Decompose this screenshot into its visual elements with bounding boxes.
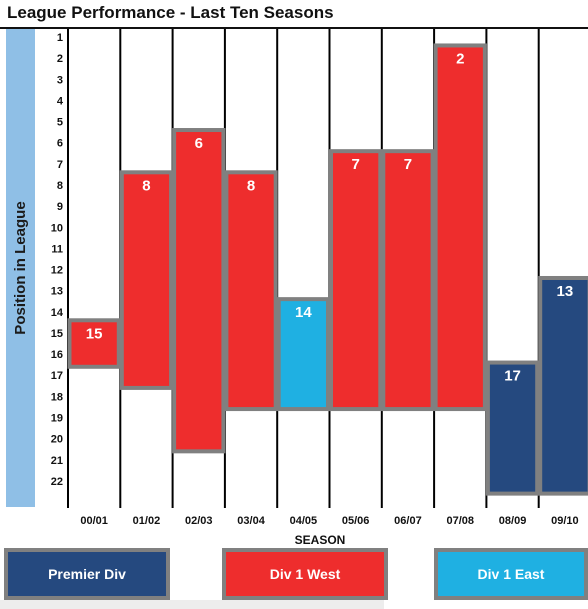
bar <box>433 43 487 412</box>
y-tick-label: 4 <box>57 95 64 107</box>
x-tick-label: 09/10 <box>551 515 579 527</box>
footer-strip <box>0 600 384 609</box>
bar <box>172 128 226 454</box>
legend-label-div-1-west: Div 1 West <box>269 566 341 582</box>
bar-data-label: 8 <box>247 177 255 194</box>
x-tick-label: 00/01 <box>80 515 108 527</box>
x-tick-label: 01/02 <box>133 515 161 527</box>
bar-data-label: 7 <box>404 156 412 173</box>
y-tick-label: 15 <box>51 328 63 340</box>
x-tick-label: 02/03 <box>185 515 213 527</box>
y-tick-label: 9 <box>57 201 63 213</box>
bar <box>538 275 588 496</box>
bar-data-label: 6 <box>195 135 203 152</box>
bar-data-label: 15 <box>86 325 103 342</box>
x-tick-label: 05/06 <box>342 515 370 527</box>
y-tick-label: 12 <box>51 265 63 277</box>
legend-premier-div: Premier Div <box>4 548 170 600</box>
bar <box>381 149 435 412</box>
y-tick-label: 6 <box>57 138 63 150</box>
x-tick-label: 08/09 <box>499 515 527 527</box>
legend-div-1-east: Div 1 East <box>434 548 588 600</box>
y-tick-label: 7 <box>57 159 63 171</box>
bar <box>485 360 540 496</box>
y-tick-label: 16 <box>51 349 63 361</box>
chart-title: League Performance - Last Ten Seasons <box>0 0 588 29</box>
bar <box>224 170 278 412</box>
bar-data-label: 2 <box>456 50 464 67</box>
legend-label-premier-div: Premier Div <box>48 566 126 582</box>
legend-div-1-west: Div 1 West <box>222 548 388 600</box>
y-tick-label: 8 <box>57 180 63 192</box>
bar <box>67 318 121 369</box>
bar-data-label: 17 <box>504 368 521 385</box>
x-tick-label: 06/07 <box>394 515 422 527</box>
y-tick-label: 18 <box>51 391 63 403</box>
y-tick-label: 19 <box>51 413 63 425</box>
y-tick-label: 22 <box>51 476 63 488</box>
bar <box>276 297 331 412</box>
chart-plot: 1234567891011121314151617181920212215868… <box>51 29 588 527</box>
y-axis-label-box <box>6 29 35 507</box>
x-tick-label: 04/05 <box>290 515 318 527</box>
x-axis-label: SEASON <box>294 533 346 547</box>
x-tick-label: 03/04 <box>237 515 265 527</box>
y-tick-label: 10 <box>51 222 63 234</box>
bar-data-label: 14 <box>295 304 312 321</box>
y-tick-label: 21 <box>51 455 63 467</box>
y-tick-label: 14 <box>51 307 64 319</box>
y-tick-label: 17 <box>51 370 63 382</box>
y-tick-label: 20 <box>51 434 63 446</box>
x-tick-label: 07/08 <box>446 515 474 527</box>
bar <box>119 170 174 390</box>
y-tick-label: 3 <box>57 74 63 86</box>
y-tick-label: 11 <box>51 243 63 255</box>
bar-data-label: 13 <box>557 283 574 300</box>
bar <box>329 149 383 412</box>
y-tick-label: 5 <box>57 117 63 129</box>
legend-label-div-1-east: Div 1 East <box>477 566 545 582</box>
bar-data-label: 8 <box>142 177 150 194</box>
y-tick-label: 13 <box>51 286 63 298</box>
bar-data-label: 7 <box>351 156 359 173</box>
y-tick-label: 1 <box>57 32 63 44</box>
y-tick-label: 2 <box>57 53 63 65</box>
